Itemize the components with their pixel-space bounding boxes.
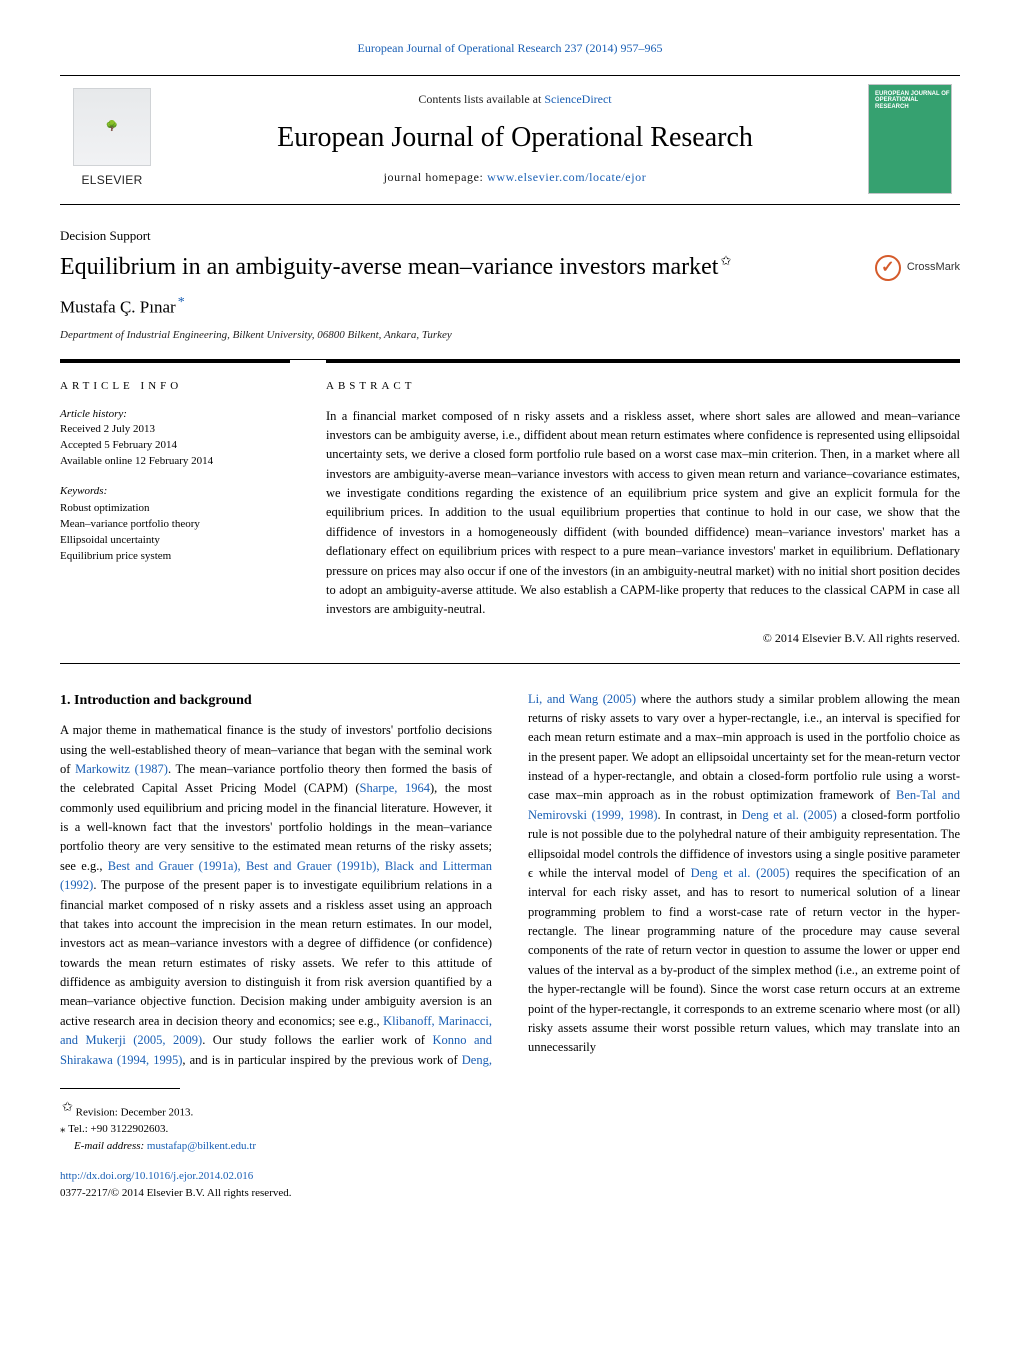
article-info-heading: article info bbox=[60, 379, 290, 394]
article-title: Equilibrium in an ambiguity-averse mean–… bbox=[60, 251, 859, 283]
footnote-email-label: E-mail address: bbox=[74, 1140, 147, 1152]
cover-thumb-box: EUROPEAN JOURNAL OF OPERATIONAL RESEARCH bbox=[860, 84, 960, 194]
affiliation: Department of Industrial Engineering, Bi… bbox=[60, 328, 960, 343]
footnote-revision-text: Revision: December 2013. bbox=[76, 1107, 194, 1119]
history-label: Article history: bbox=[60, 407, 290, 422]
section-1-heading: 1. Introduction and background bbox=[60, 690, 492, 712]
contents-line: Contents lists available at ScienceDirec… bbox=[418, 91, 611, 108]
journal-title: European Journal of Operational Research bbox=[277, 118, 753, 157]
keyword-1: Robust optimization bbox=[60, 501, 290, 517]
footnote-rule bbox=[60, 1088, 180, 1089]
cover-small-text: EUROPEAN JOURNAL OF OPERATIONAL RESEARCH bbox=[875, 91, 951, 111]
keyword-3: Ellipsoidal uncertainty bbox=[60, 533, 290, 549]
author-name: Mustafa Ç. Pınar bbox=[60, 298, 176, 317]
body-text-h: . In contrast, in bbox=[658, 808, 742, 822]
crossmark-check-icon: ✓ bbox=[881, 257, 894, 279]
article-section: Decision Support bbox=[60, 227, 960, 245]
footnote-tel: ⁎ Tel.: +90 3122902603. bbox=[60, 1121, 960, 1138]
keyword-4: Equilibrium price system bbox=[60, 549, 290, 565]
homepage-prefix: journal homepage: bbox=[384, 170, 487, 184]
article-title-row: Equilibrium in an ambiguity-averse mean–… bbox=[60, 251, 960, 293]
footnote-email-link[interactable]: mustafap@bilkent.edu.tr bbox=[147, 1140, 256, 1152]
crossmark-label: CrossMark bbox=[907, 260, 960, 275]
sciencedirect-link[interactable]: ScienceDirect bbox=[544, 92, 611, 106]
footnote-email: E-mail address: mustafap@bilkent.edu.tr bbox=[60, 1138, 960, 1155]
article-title-text: Equilibrium in an ambiguity-averse mean–… bbox=[60, 254, 718, 280]
journal-banner: 🌳 ELSEVIER Contents lists available at S… bbox=[60, 75, 960, 205]
body-columns: 1. Introduction and background A major t… bbox=[60, 690, 960, 1070]
ref-markowitz[interactable]: Markowitz (1987) bbox=[75, 762, 168, 776]
body-text-d: . The purpose of the present paper is to… bbox=[60, 878, 492, 1028]
homepage-link[interactable]: www.elsevier.com/locate/ejor bbox=[487, 170, 646, 184]
elsevier-tree-icon: 🌳 bbox=[73, 88, 151, 166]
ref-deng-c[interactable]: Deng et al. (2005) bbox=[691, 866, 790, 880]
elsevier-logo-box: 🌳 ELSEVIER bbox=[60, 84, 170, 194]
footnote-dingbat-icon: ✩ bbox=[62, 1099, 73, 1114]
top-citation-anchor[interactable]: European Journal of Operational Research… bbox=[358, 41, 663, 55]
page: European Journal of Operational Research… bbox=[0, 0, 1020, 1241]
crossmark-circle-icon: ✓ bbox=[875, 255, 901, 281]
journal-homepage-line: journal homepage: www.elsevier.com/locat… bbox=[384, 169, 647, 186]
footnote-revision: ✩ Revision: December 2013. bbox=[60, 1097, 960, 1121]
keywords-label: Keywords: bbox=[60, 484, 290, 499]
body-text-f: , and is in particular inspired by the p… bbox=[182, 1053, 461, 1067]
history-accepted: Accepted 5 February 2014 bbox=[60, 438, 290, 454]
abstract-text: In a financial market composed of n risk… bbox=[326, 407, 960, 620]
article-info-column: article info Article history: Received 2… bbox=[60, 359, 290, 662]
footnote-asterisk-icon: ⁎ bbox=[60, 1123, 68, 1135]
doi-link[interactable]: http://dx.doi.org/10.1016/j.ejor.2014.02… bbox=[60, 1170, 253, 1182]
abstract-column: abstract In a financial market composed … bbox=[326, 359, 960, 662]
body-text-e: . Our study follows the earlier work of bbox=[202, 1033, 432, 1047]
body-paragraph: A major theme in mathematical finance is… bbox=[60, 690, 960, 1070]
ref-sharpe[interactable]: Sharpe, 1964 bbox=[360, 781, 430, 795]
history-lines: Received 2 July 2013 Accepted 5 February… bbox=[60, 422, 290, 470]
banner-center: Contents lists available at ScienceDirec… bbox=[170, 84, 860, 194]
cover-thumbnail: EUROPEAN JOURNAL OF OPERATIONAL RESEARCH bbox=[868, 84, 952, 194]
title-note-dingbat: ✩ bbox=[720, 253, 731, 268]
crossmark-badge[interactable]: ✓ CrossMark bbox=[875, 255, 960, 281]
issn-copyright: 0377-2217/© 2014 Elsevier B.V. All right… bbox=[60, 1185, 960, 1202]
history-received: Received 2 July 2013 bbox=[60, 422, 290, 438]
footnote-tel-text: Tel.: +90 3122902603. bbox=[68, 1123, 168, 1135]
ref-deng-b[interactable]: Deng et al. (2005) bbox=[742, 808, 837, 822]
body-text-j: requires the specification of an interva… bbox=[528, 866, 960, 1054]
body-text-g: where the authors study a similar proble… bbox=[528, 692, 960, 803]
top-citation-link: European Journal of Operational Research… bbox=[60, 40, 960, 57]
abstract-heading: abstract bbox=[326, 379, 960, 394]
footnotes: ✩ Revision: December 2013. ⁎ Tel.: +90 3… bbox=[60, 1097, 960, 1154]
elsevier-label: ELSEVIER bbox=[81, 172, 142, 189]
keyword-2: Mean–variance portfolio theory bbox=[60, 517, 290, 533]
keywords-lines: Robust optimization Mean–variance portfo… bbox=[60, 501, 290, 565]
corresponding-mark[interactable]: * bbox=[178, 295, 185, 310]
abstract-copyright: © 2014 Elsevier B.V. All rights reserved… bbox=[326, 630, 960, 647]
history-online: Available online 12 February 2014 bbox=[60, 454, 290, 470]
contents-prefix: Contents lists available at bbox=[418, 92, 544, 106]
info-abstract-block: article info Article history: Received 2… bbox=[60, 359, 960, 663]
doi-block: http://dx.doi.org/10.1016/j.ejor.2014.02… bbox=[60, 1168, 960, 1201]
author-line: Mustafa Ç. Pınar* bbox=[60, 293, 960, 319]
